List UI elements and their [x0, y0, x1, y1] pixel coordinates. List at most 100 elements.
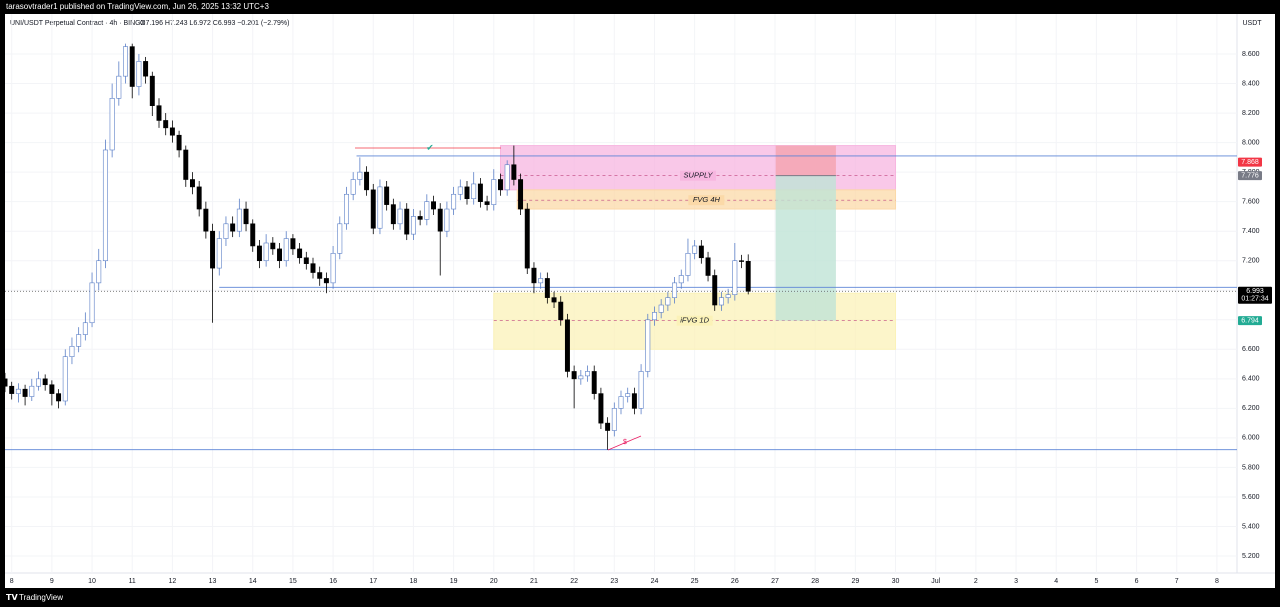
x-tick-label: Jul — [931, 578, 940, 585]
candle-body — [9, 385, 15, 394]
y-tick-label: 6.000 — [1242, 435, 1260, 442]
candle-body — [56, 393, 62, 402]
swept-low — [607, 435, 642, 451]
candle-body — [745, 261, 751, 292]
stop-area — [775, 145, 836, 176]
candle-body — [250, 223, 256, 247]
x-tick-label: 4 — [1054, 578, 1058, 585]
candle-body — [323, 278, 329, 284]
candle-body — [290, 238, 296, 250]
countdown: 01:27:34 — [1241, 296, 1268, 303]
x-tick-label: 7 — [1175, 578, 1179, 585]
price-label: 6.794 — [1241, 318, 1259, 325]
candle-body — [344, 193, 349, 225]
x-tick-label: 19 — [450, 578, 458, 585]
candle-body — [169, 127, 175, 136]
x-tick-label: 8 — [1215, 578, 1219, 585]
zone-label: iFVG 1D — [680, 316, 709, 325]
last-price-bg — [1238, 286, 1272, 304]
y-tick-label: 7.400 — [1242, 228, 1260, 235]
candle-body — [518, 179, 524, 210]
zone-label: SUPPLY — [684, 171, 714, 180]
x-tick-label: 5 — [1094, 578, 1098, 585]
candle-body — [658, 304, 664, 313]
x-tick-label: 11 — [129, 578, 136, 585]
target-area — [775, 175, 836, 321]
x-tick-label: 15 — [289, 578, 297, 585]
candle-body — [464, 186, 470, 200]
y-tick-label: 8.000 — [1242, 139, 1260, 146]
candle-body — [477, 183, 483, 202]
x-tick-label: 22 — [570, 578, 578, 585]
y-tick-label: 5.600 — [1242, 494, 1260, 501]
y-tick-label: 7.200 — [1242, 258, 1260, 265]
sweep-icon: $ — [623, 439, 627, 446]
candle-body — [102, 149, 108, 262]
candle-body — [377, 186, 383, 229]
candle-body — [491, 179, 497, 205]
candle-body — [277, 248, 282, 262]
candle-body — [551, 297, 557, 303]
x-tick-label: 28 — [811, 578, 819, 585]
candle-body — [210, 230, 216, 269]
candle-body — [297, 248, 303, 259]
candle-body — [310, 263, 316, 273]
x-tick-label: 29 — [851, 578, 859, 585]
candle-body — [156, 105, 162, 121]
candle-body — [625, 393, 631, 397]
candle-body — [725, 294, 731, 298]
price-label: 7.776 — [1241, 173, 1259, 180]
candle-body — [76, 334, 82, 347]
candle-body — [384, 186, 390, 205]
candle-body — [89, 282, 95, 324]
candle-body — [15, 388, 21, 394]
candle-body — [672, 282, 678, 298]
zone — [499, 145, 897, 191]
candle-body — [692, 245, 698, 254]
candle-body — [109, 98, 115, 151]
candle-body — [739, 260, 744, 262]
candle-body — [129, 46, 135, 87]
candle-body — [390, 204, 396, 225]
plot: 5.200 5.400 5.600 5.800 6.000 6.200 6.400 6.600… — [2, 14, 1272, 585]
candle-body — [283, 238, 289, 262]
candle-body — [196, 186, 202, 210]
candle-body — [350, 179, 356, 195]
x-tick-label: 30 — [892, 578, 900, 585]
candle-body — [163, 120, 169, 129]
x-tick-label: 25 — [691, 578, 699, 585]
candle-body — [270, 242, 276, 250]
candle-body — [531, 267, 537, 284]
candle-body — [22, 388, 28, 397]
candle-body — [203, 208, 209, 232]
candle-body — [564, 319, 570, 372]
candle-body — [96, 260, 102, 284]
candle-body — [62, 356, 68, 402]
candle-body — [136, 61, 142, 87]
candle-body — [42, 378, 48, 386]
candle-body — [176, 134, 182, 151]
y-tick-label: 7.600 — [1242, 199, 1260, 206]
candle-body — [143, 61, 149, 77]
y-tick-label: 5.800 — [1242, 464, 1260, 471]
candle-body — [705, 257, 711, 276]
candle-body — [230, 223, 236, 232]
brand-logo: 𝗧𝗩 — [6, 593, 18, 602]
candle-body — [732, 260, 738, 295]
check-icon: ✔ — [426, 142, 434, 152]
candle-body — [397, 208, 403, 225]
x-tick-label: 2 — [974, 578, 978, 585]
candle-body — [457, 186, 463, 195]
candle-body — [504, 164, 510, 191]
candle-body — [404, 208, 410, 235]
candle-body — [558, 301, 564, 321]
y-tick-label: 8.200 — [1242, 110, 1260, 117]
last-price: 6.993 — [1246, 288, 1264, 295]
candle-body — [256, 245, 262, 262]
candle-body — [605, 422, 611, 431]
candle-body — [236, 208, 242, 232]
x-tick-label: 3 — [1014, 578, 1018, 585]
candle-body — [444, 208, 450, 232]
